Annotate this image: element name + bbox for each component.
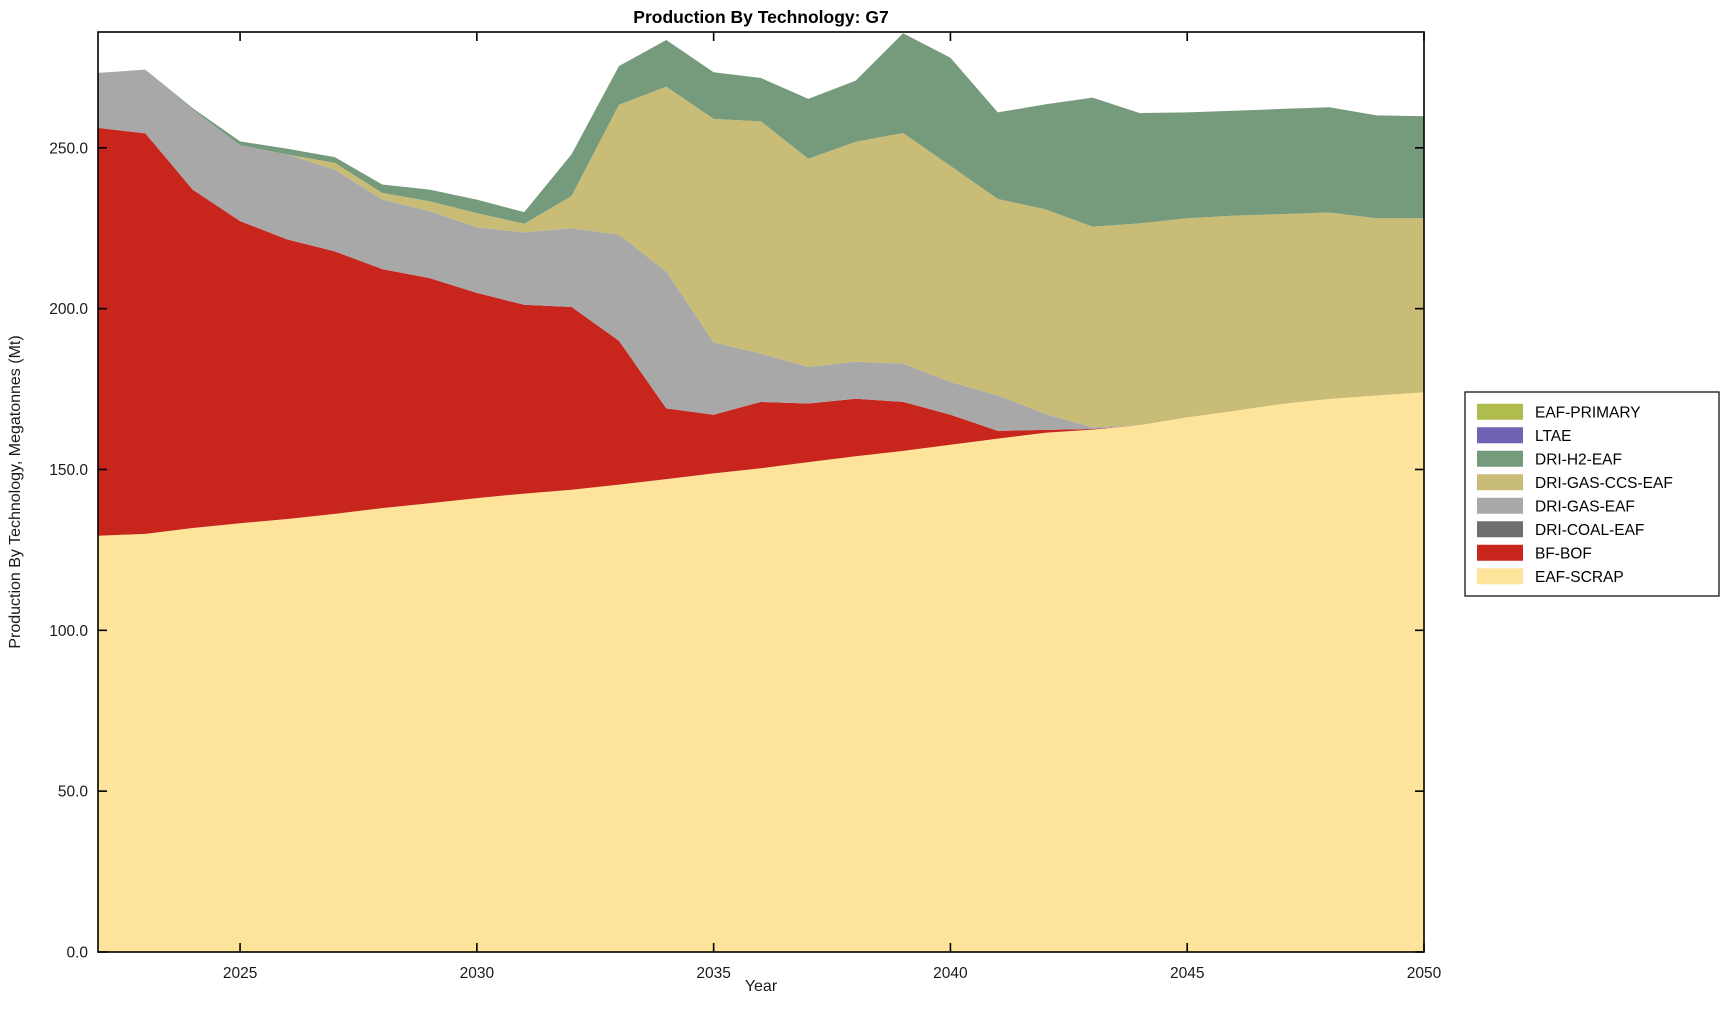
y-tick-label: 150.0 [49, 462, 88, 479]
y-tick-label: 200.0 [49, 301, 88, 318]
x-axis-label: Year [745, 978, 778, 995]
x-tick-label: 2050 [1407, 965, 1442, 982]
legend-swatch-LTAE [1477, 427, 1523, 444]
legend-swatch-EAF-PRIMARY [1477, 403, 1523, 420]
legend-label-BF-BOF: BF-BOF [1535, 545, 1592, 562]
y-tick-label: 100.0 [49, 623, 88, 640]
legend-label-EAF-PRIMARY: EAF-PRIMARY [1535, 404, 1641, 421]
y-axis-label: Production By Technology, Megatonnes (Mt… [7, 335, 24, 648]
y-tick-label: 50.0 [58, 784, 89, 801]
legend-swatch-DRI-H2-EAF [1477, 450, 1523, 467]
legend: EAF-PRIMARY LTAE DRI-H2-EAF DRI-GAS-CCS-EAF… [1464, 391, 1720, 597]
legend-label-DRI-H2-EAF: DRI-H2-EAF [1535, 451, 1622, 468]
x-tick-label: 2045 [1170, 965, 1204, 982]
plot-border [97, 31, 1425, 953]
x-tick-label: 2040 [933, 965, 968, 982]
legend-label-LTAE: LTAE [1535, 428, 1571, 445]
area-series-group [98, 33, 1424, 952]
x-tick-label: 2030 [460, 965, 495, 982]
area-BF-BOF [98, 127, 1424, 536]
y-tick-label: 0.0 [66, 945, 88, 962]
area-EAF-SCRAP [98, 392, 1424, 952]
legend-swatch-DRI-GAS-CCS-EAF [1477, 474, 1523, 491]
area-DRI-H2-EAF [98, 33, 1424, 227]
legend-swatch-DRI-GAS-EAF [1477, 497, 1523, 514]
legend-box [1464, 391, 1720, 597]
legend-label-EAF-SCRAP: EAF-SCRAP [1535, 569, 1624, 586]
chart-title: Production By Technology: G7 [633, 7, 888, 27]
area-DRI-GAS-CCS-EAF [98, 69, 1424, 428]
tick-labels-group: 2025 2030 2035 2040 2045 2050 0.0 50.0 100.0 150.… [49, 140, 1441, 982]
legend-swatch-EAF-SCRAP [1477, 568, 1523, 585]
legend-swatch-BF-BOF [1477, 544, 1523, 561]
axes-group [97, 31, 1425, 953]
legend-label-DRI-GAS-CCS-EAF: DRI-GAS-CCS-EAF [1535, 475, 1673, 492]
legend-label-DRI-GAS-EAF: DRI-GAS-EAF [1535, 498, 1635, 515]
y-tick-label: 250.0 [49, 140, 88, 157]
legend-label-DRI-COAL-EAF: DRI-COAL-EAF [1535, 522, 1644, 539]
legend-swatch-DRI-COAL-EAF [1477, 521, 1523, 538]
x-tick-label: 2025 [223, 965, 257, 982]
area-DRI-GAS-EAF [98, 69, 1424, 431]
x-tick-label: 2035 [696, 965, 730, 982]
